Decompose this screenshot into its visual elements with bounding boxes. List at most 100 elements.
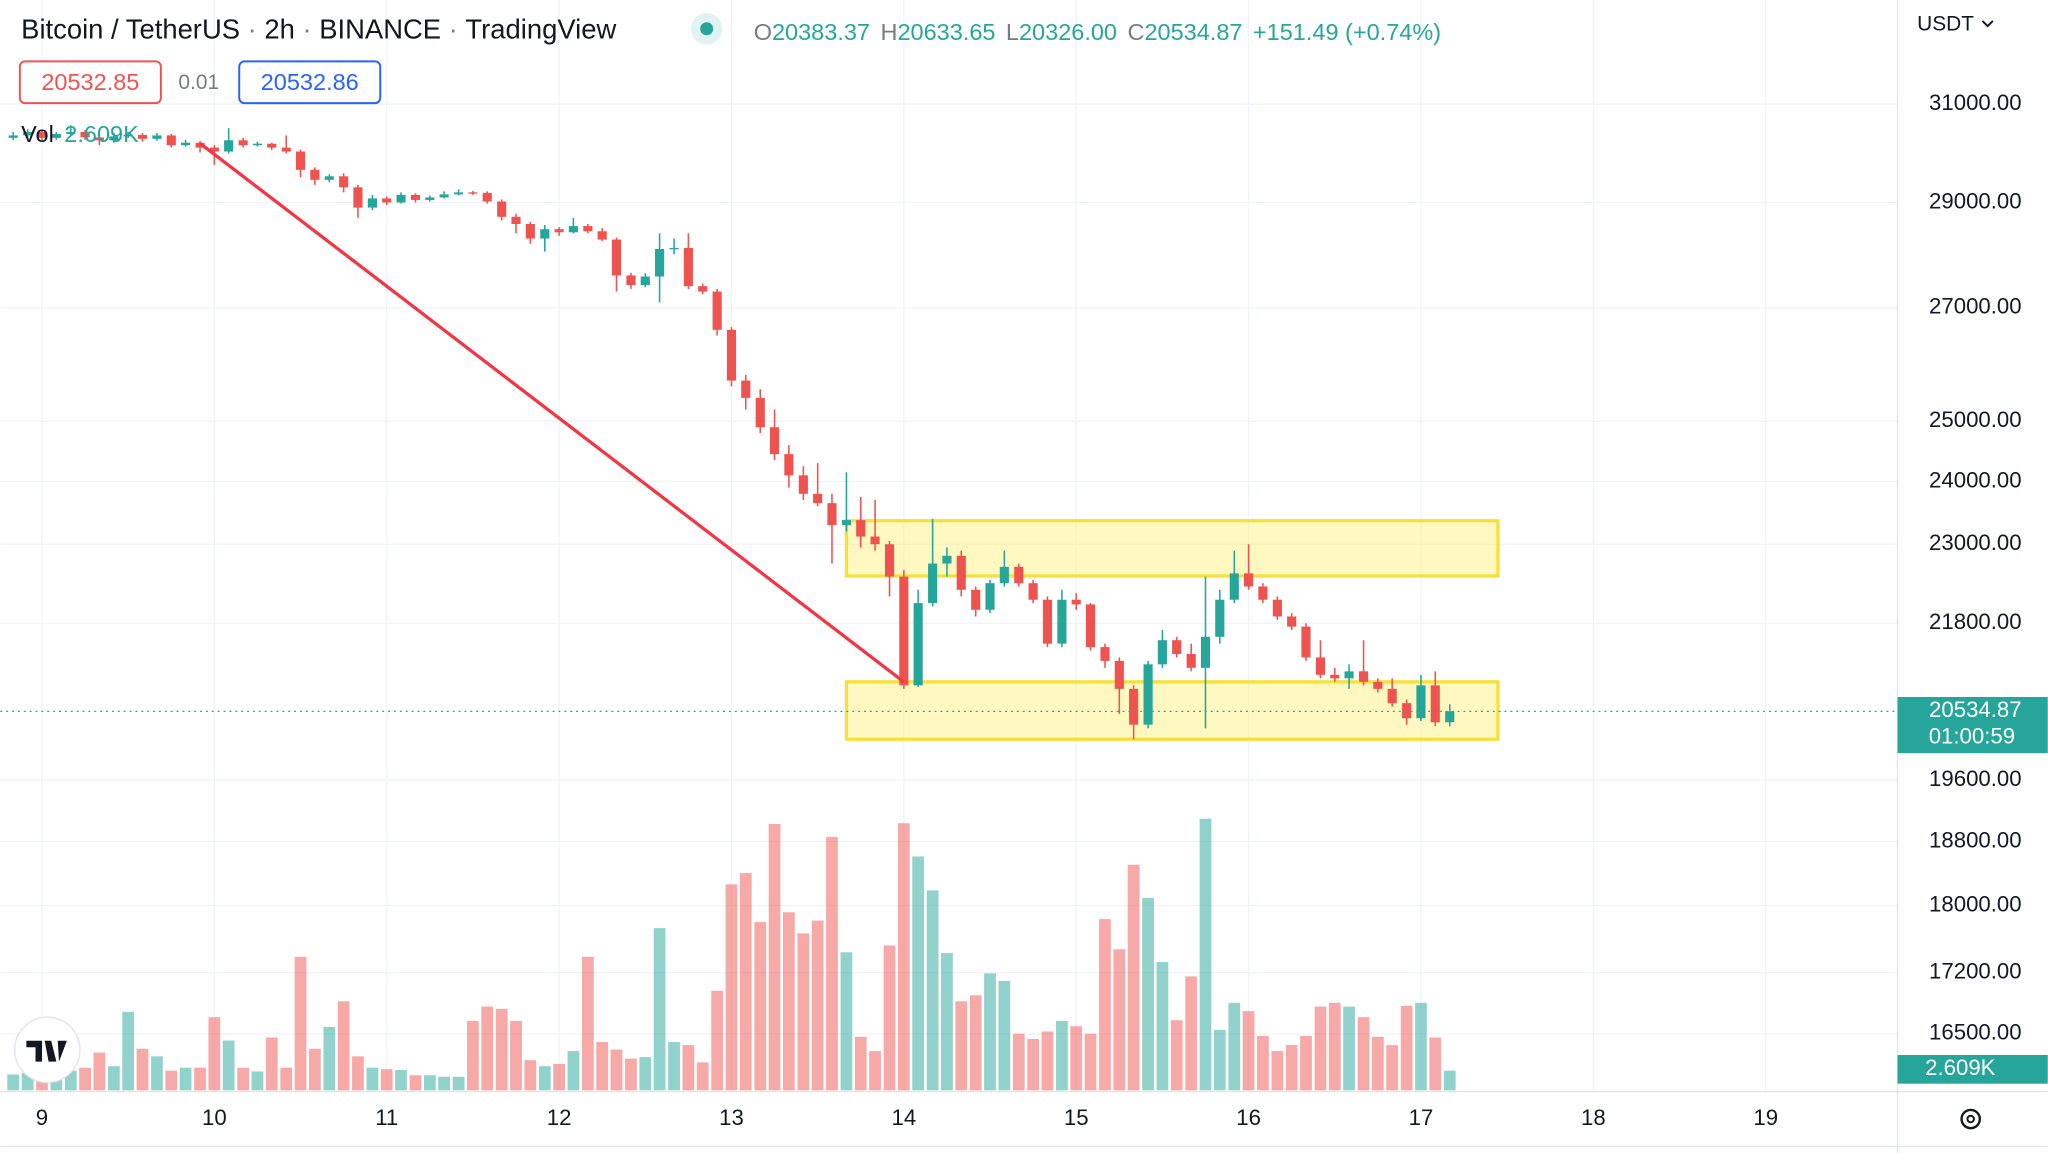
separator: · bbox=[240, 14, 264, 45]
chevron bbox=[1981, 20, 1994, 28]
volume-bar bbox=[467, 1020, 479, 1091]
volume-bar bbox=[524, 1060, 537, 1091]
candle-body bbox=[928, 563, 938, 604]
y-tick-label: 18000.00 bbox=[1929, 891, 2022, 916]
settings-gear[interactable] bbox=[1960, 1108, 1982, 1130]
candle-body bbox=[726, 329, 737, 381]
candle-body bbox=[367, 198, 377, 208]
volume-tag bbox=[1897, 1054, 2048, 1084]
candle-body bbox=[769, 427, 780, 455]
volume-bar bbox=[222, 1040, 235, 1091]
volume-bar bbox=[869, 1051, 881, 1091]
candle-body bbox=[640, 276, 650, 286]
gear-hub bbox=[1966, 1114, 1975, 1124]
volume-bar bbox=[93, 1052, 106, 1091]
candle-body bbox=[712, 291, 722, 330]
volume-bar bbox=[194, 1067, 206, 1091]
volume-bar bbox=[380, 1069, 393, 1091]
candle-body bbox=[1445, 711, 1455, 723]
volume-bar bbox=[308, 1048, 321, 1091]
candle-body bbox=[597, 231, 607, 240]
candle-body bbox=[1042, 599, 1052, 644]
volume-bar bbox=[826, 836, 838, 1091]
candle-body bbox=[1014, 566, 1024, 584]
ohlc-change: +151.49 (+0.74%) bbox=[1253, 19, 1441, 45]
volume-bar bbox=[1041, 1031, 1054, 1091]
candle-body bbox=[1071, 599, 1081, 605]
volume-bar bbox=[510, 1020, 522, 1091]
candle-body bbox=[252, 143, 263, 146]
volume-bar bbox=[725, 884, 738, 1091]
volume-bar bbox=[423, 1075, 436, 1091]
volume-bar bbox=[1099, 919, 1111, 1091]
currency-selector[interactable]: USDT bbox=[1917, 12, 1974, 35]
candle-body bbox=[1344, 671, 1354, 679]
candle-body bbox=[1258, 586, 1268, 600]
volume-bar bbox=[883, 945, 896, 1091]
candle-body bbox=[1387, 688, 1397, 704]
volume-bar bbox=[969, 995, 982, 1091]
volume-bar bbox=[1357, 1017, 1370, 1091]
status-dot bbox=[700, 22, 714, 36]
header: Bitcoin / TetherUS · 2h · BINANCE · Trad… bbox=[21, 14, 616, 45]
ask-price[interactable]: 20532.86 bbox=[261, 69, 359, 95]
zone-box bbox=[844, 519, 1500, 578]
volume-bar bbox=[1056, 1020, 1068, 1091]
interval[interactable]: 2h bbox=[264, 14, 294, 45]
candle-body bbox=[1186, 653, 1196, 668]
gear-ring[interactable] bbox=[1960, 1108, 1982, 1130]
candle-body bbox=[971, 589, 981, 610]
volume-bar bbox=[955, 1001, 968, 1091]
candle-body bbox=[295, 151, 306, 170]
volume-bar bbox=[1371, 1036, 1384, 1091]
volume-bar bbox=[1429, 1037, 1442, 1091]
volume-bar bbox=[538, 1066, 551, 1091]
candle-body bbox=[1416, 685, 1426, 719]
volume-bar bbox=[1314, 1006, 1327, 1091]
candle-body bbox=[1330, 674, 1340, 679]
volume-bar bbox=[998, 980, 1011, 1091]
x-tick-label: 17 bbox=[1409, 1105, 1434, 1130]
volume-bar bbox=[21, 1072, 34, 1091]
volume-bar bbox=[1242, 1011, 1255, 1091]
ohlc-prefix: H bbox=[880, 19, 897, 45]
candle-body bbox=[1373, 681, 1383, 689]
x-tick-label: 19 bbox=[1753, 1105, 1778, 1130]
sell-button[interactable] bbox=[18, 60, 162, 105]
volume-bar bbox=[1300, 1036, 1312, 1091]
candle-body bbox=[310, 169, 320, 180]
volume-bar bbox=[1257, 1036, 1269, 1091]
volume-bar bbox=[7, 1074, 20, 1091]
candle-body bbox=[166, 135, 176, 146]
candle-body bbox=[425, 197, 435, 200]
volume-bar bbox=[739, 873, 752, 1091]
candle-body bbox=[698, 286, 708, 292]
y-tick-label: 25000.00 bbox=[1929, 407, 2022, 432]
x-tick-label: 10 bbox=[202, 1105, 227, 1130]
y-tick-label: 18800.00 bbox=[1929, 827, 2022, 852]
volume-bar bbox=[582, 956, 594, 1091]
x-tick-label: 16 bbox=[1236, 1105, 1261, 1130]
bid-price[interactable]: 20532.85 bbox=[41, 69, 139, 95]
candle-body bbox=[181, 142, 191, 146]
candle-body bbox=[813, 493, 823, 504]
volume-bar bbox=[337, 1001, 350, 1091]
tradingview-logo[interactable] bbox=[13, 1016, 81, 1084]
volume-bar bbox=[323, 1026, 336, 1091]
candle-body bbox=[1172, 640, 1182, 654]
volume-bar bbox=[1127, 864, 1140, 1091]
candle-body bbox=[913, 603, 923, 686]
countdown: 01:00:59 bbox=[1929, 723, 2015, 748]
volume-bar bbox=[653, 928, 666, 1091]
candle-body bbox=[109, 136, 119, 141]
candle-body bbox=[784, 454, 794, 476]
separator: · bbox=[295, 14, 319, 45]
ohlc-low: 20326.00 bbox=[1019, 19, 1117, 45]
volume-bar bbox=[481, 1006, 494, 1091]
volume-bar bbox=[1185, 976, 1198, 1091]
candle-body bbox=[1229, 573, 1239, 600]
volume-bar bbox=[1328, 1002, 1341, 1091]
buy-button[interactable] bbox=[238, 60, 382, 105]
volume-bar bbox=[782, 912, 795, 1091]
